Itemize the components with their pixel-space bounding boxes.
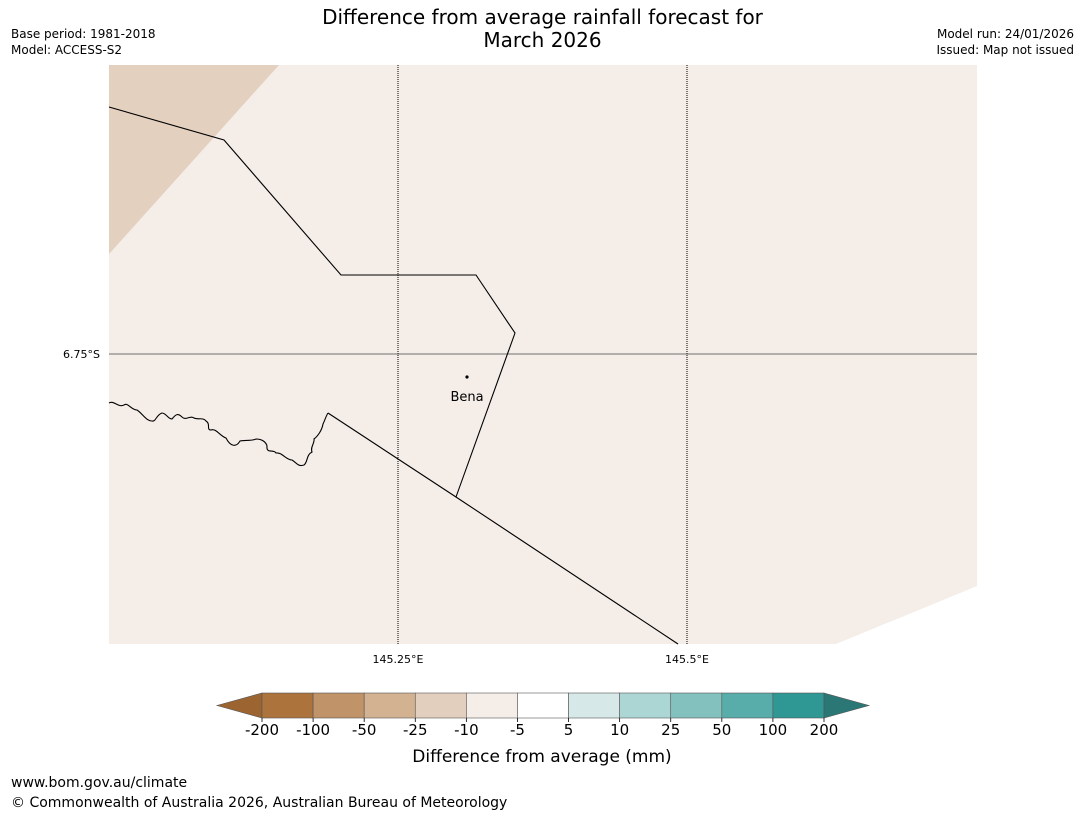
colorbar-tick-label: -100 [296, 721, 330, 739]
colorbar-tick-label: -50 [352, 721, 377, 739]
lon-label-145-5: 145.5°E [665, 653, 709, 666]
colorbar-tick-label: 200 [810, 721, 839, 739]
dry-corner-shading [109, 65, 279, 254]
colorbar-extend-max [823, 692, 871, 719]
base-period-text: Base period: 1981-2018 [11, 27, 156, 41]
colorbar-bin [261, 692, 314, 719]
colorbar-bin [312, 692, 365, 719]
footer-url: www.bom.gov.au/climate [11, 775, 188, 791]
colorbar-tick-label: -200 [245, 721, 279, 739]
colorbar-extend-min [215, 692, 263, 719]
colorbar-bin [414, 692, 467, 719]
issued-text: Issued: Map not issued [936, 43, 1074, 57]
colorbar-tick-label: 10 [610, 721, 629, 739]
colorbar-tick-label: 5 [564, 721, 574, 739]
map-panel: Bena [108, 65, 977, 645]
run-info: Model run: 24/01/2026 Issued: Map not is… [936, 26, 1074, 58]
colorbar-bin [772, 692, 825, 719]
colorbar-legend: -200 -100 -50 -25 -10 -5 5 10 25 50 100 200 [215, 692, 871, 739]
map-background [109, 65, 977, 644]
model-text: Model: ACCESS-S2 [11, 43, 123, 57]
colorbar-bin [619, 692, 672, 719]
colorbar-label: Difference from average (mm) [412, 747, 671, 767]
base-info: Base period: 1981-2018 Model: ACCESS-S2 [11, 26, 156, 58]
colorbar-bin [721, 692, 774, 719]
lat-label-6-75: 6.75°S [63, 348, 100, 361]
river-line [108, 401, 329, 467]
colorbar-bin [466, 692, 518, 719]
map-title: Difference from average rainfall forecas… [0, 6, 1085, 52]
lon-label-145-25: 145.25°E [373, 653, 424, 666]
colorbar-tick-label: 100 [759, 721, 788, 739]
map-title-line1: Difference from average rainfall forecas… [322, 5, 763, 29]
map-title-line2: March 2026 [483, 28, 602, 52]
ocean-corner [836, 586, 977, 644]
province-boundary-south [327, 412, 679, 645]
colorbar-bin [517, 692, 569, 719]
footer-copyright: © Commonwealth of Australia 2026, Austra… [11, 795, 508, 811]
colorbar-bin [568, 692, 620, 719]
colorbar-tick-label: -25 [403, 721, 428, 739]
colorbar-tick-label: 25 [661, 721, 680, 739]
bena-marker [465, 375, 469, 379]
model-run-text: Model run: 24/01/2026 [936, 27, 1074, 41]
colorbar-tick-label: -10 [454, 721, 479, 739]
colorbar-bin [670, 692, 723, 719]
bena-label: Bena [450, 390, 483, 405]
colorbar-bin [363, 692, 416, 719]
colorbar-tick-label: 50 [712, 721, 731, 739]
province-boundary-north [108, 106, 516, 498]
colorbar-tick-label: -5 [510, 721, 525, 739]
